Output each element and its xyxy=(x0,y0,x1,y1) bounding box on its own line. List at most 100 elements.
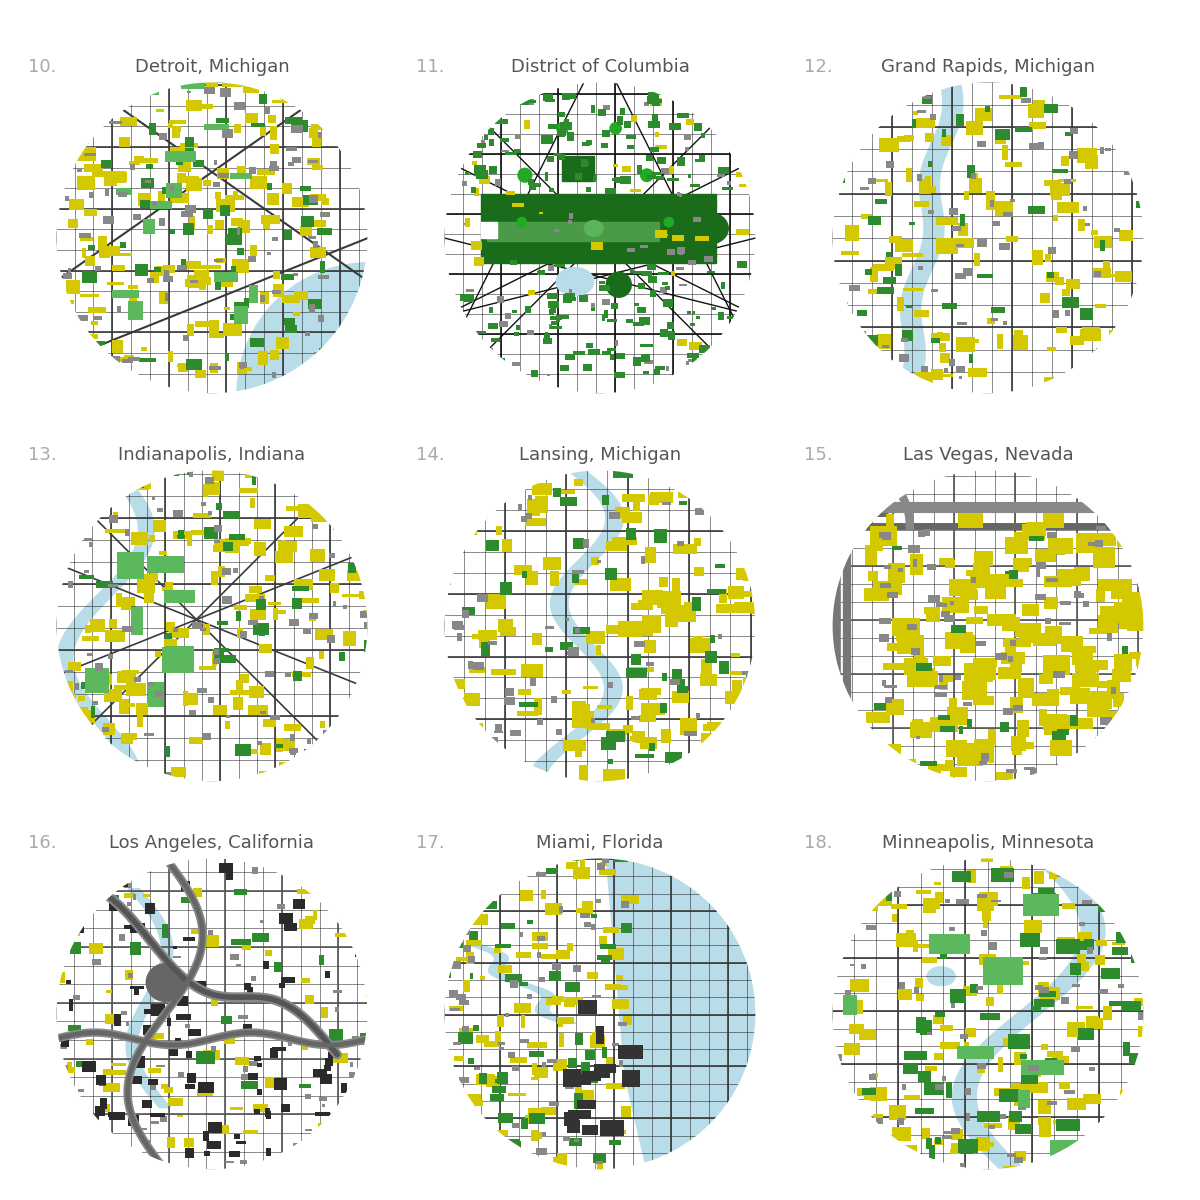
Bar xyxy=(684,731,696,736)
Bar xyxy=(607,948,624,960)
Bar xyxy=(259,772,280,779)
Bar xyxy=(341,877,353,881)
Bar xyxy=(551,696,557,703)
Bar xyxy=(894,892,901,896)
Bar xyxy=(985,583,1007,599)
Bar xyxy=(472,635,497,638)
Bar xyxy=(907,624,917,630)
Bar xyxy=(692,312,696,314)
Bar xyxy=(168,961,173,965)
Bar xyxy=(85,256,96,266)
Bar xyxy=(739,517,744,522)
Bar xyxy=(242,1066,248,1072)
Bar xyxy=(74,683,79,690)
Bar xyxy=(1014,1157,1022,1164)
Bar xyxy=(899,568,902,571)
Bar xyxy=(222,569,232,575)
Bar xyxy=(989,575,1014,584)
Bar xyxy=(362,666,380,672)
Bar xyxy=(340,652,344,661)
Bar xyxy=(463,352,468,355)
Bar xyxy=(662,299,673,307)
Bar xyxy=(548,125,558,130)
Bar xyxy=(896,934,917,948)
Bar xyxy=(743,574,756,581)
Bar xyxy=(986,997,995,1007)
Bar xyxy=(534,182,541,187)
Bar xyxy=(583,539,589,547)
Bar xyxy=(158,133,167,139)
Text: Las Vegas, Nevada: Las Vegas, Nevada xyxy=(902,446,1073,464)
Bar xyxy=(883,664,911,670)
Bar xyxy=(1045,626,1061,643)
Bar xyxy=(936,893,943,902)
Bar xyxy=(481,901,497,908)
Bar xyxy=(330,470,340,481)
Bar xyxy=(734,140,744,143)
Bar xyxy=(592,1032,602,1044)
Bar xyxy=(719,167,728,174)
Bar xyxy=(592,302,595,310)
Bar xyxy=(470,187,476,193)
Bar xyxy=(305,916,314,924)
Bar xyxy=(487,485,510,491)
Bar xyxy=(288,748,298,754)
Bar xyxy=(688,174,691,179)
Bar xyxy=(341,1084,347,1093)
Bar xyxy=(469,722,484,730)
Bar xyxy=(119,935,125,941)
Bar xyxy=(193,160,204,167)
Bar xyxy=(1104,341,1112,344)
Bar xyxy=(986,191,995,205)
Bar xyxy=(716,509,725,516)
Bar xyxy=(275,961,282,972)
Bar xyxy=(942,1135,952,1139)
Bar xyxy=(1061,997,1069,1004)
Bar xyxy=(124,893,136,898)
Bar xyxy=(1022,877,1031,889)
Bar xyxy=(738,172,740,176)
Bar xyxy=(721,282,725,289)
Bar xyxy=(1088,542,1099,546)
Bar xyxy=(1117,612,1132,623)
Bar xyxy=(983,956,1024,985)
Bar xyxy=(1020,1054,1027,1060)
Bar xyxy=(870,751,894,761)
Bar xyxy=(886,161,894,168)
Bar xyxy=(708,589,726,594)
Bar xyxy=(688,481,701,494)
Bar xyxy=(860,1134,876,1141)
Bar xyxy=(68,1025,82,1031)
Bar xyxy=(149,535,155,542)
Bar xyxy=(619,853,634,862)
Bar xyxy=(732,680,742,692)
Bar xyxy=(71,1126,76,1129)
Bar xyxy=(913,944,934,948)
Bar xyxy=(271,372,276,378)
Bar xyxy=(1057,728,1069,736)
Bar xyxy=(119,137,130,146)
Bar xyxy=(850,1024,864,1033)
Bar xyxy=(1116,932,1134,942)
Bar xyxy=(146,557,185,572)
Bar xyxy=(892,913,898,922)
Bar xyxy=(314,629,334,641)
Bar xyxy=(1082,328,1100,341)
Bar xyxy=(599,936,607,947)
Bar xyxy=(950,1129,962,1140)
Bar xyxy=(456,956,469,961)
Bar xyxy=(476,1036,490,1043)
Bar xyxy=(254,1056,260,1061)
Bar xyxy=(611,354,614,360)
Bar xyxy=(479,637,490,648)
Bar xyxy=(912,719,923,726)
Bar xyxy=(608,758,613,764)
Bar xyxy=(488,641,497,646)
Text: Los Angeles, California: Los Angeles, California xyxy=(109,834,314,852)
Bar xyxy=(702,725,724,731)
Bar xyxy=(860,186,869,191)
Bar xyxy=(196,1051,215,1064)
Bar xyxy=(215,648,229,652)
Bar xyxy=(998,244,1009,250)
Bar xyxy=(520,890,533,901)
